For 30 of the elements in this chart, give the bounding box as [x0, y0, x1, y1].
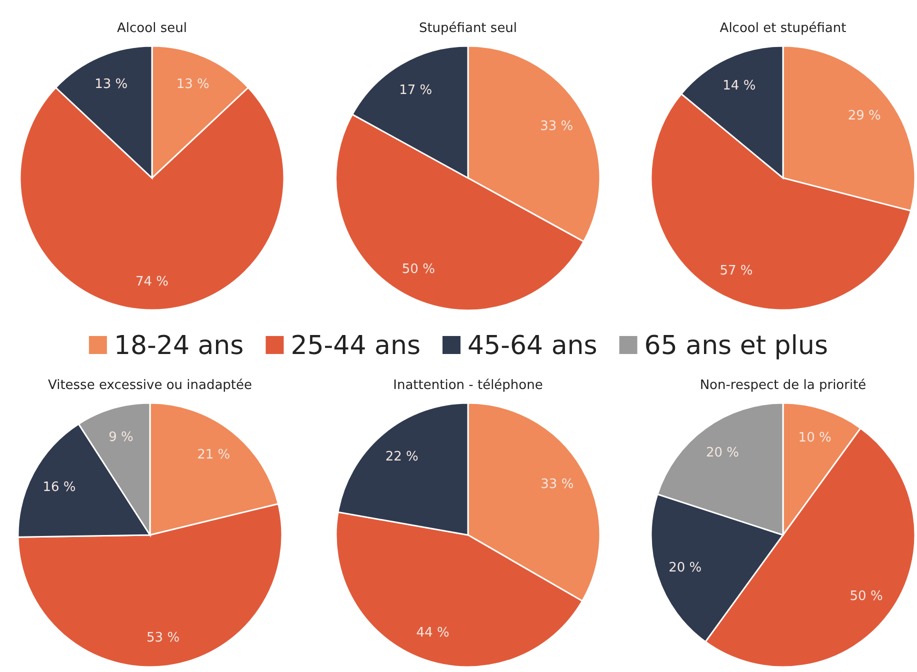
data-label: 74 % — [135, 274, 169, 290]
data-label: 57 % — [720, 263, 753, 278]
data-label: 21 % — [197, 448, 230, 463]
data-label: 16 % — [42, 480, 76, 495]
data-label: 9 % — [108, 430, 134, 445]
data-label: 33 % — [540, 119, 574, 134]
legend-label: 18-24 ans — [114, 331, 244, 362]
data-label: 50 % — [402, 262, 435, 277]
data-label: 14 % — [722, 78, 756, 94]
legend-label: 45-64 ans — [468, 331, 598, 362]
data-label: 53 % — [146, 630, 180, 646]
chart-title: Alcool et stupéfiant — [720, 21, 846, 36]
chart-title: Inattention - téléphone — [393, 378, 543, 393]
data-label: 50 % — [850, 589, 883, 604]
data-label: 44 % — [416, 625, 450, 640]
data-label: 33 % — [540, 477, 574, 492]
chart-title: Alcool seul — [117, 21, 187, 36]
data-label: 13 % — [176, 77, 210, 92]
data-label: 29 % — [848, 108, 881, 124]
data-label: 22 % — [385, 450, 418, 465]
chart-title: Non-respect de la priorité — [700, 378, 866, 393]
data-label: 13 % — [94, 77, 128, 92]
chart-title: Stupéfiant seul — [418, 21, 518, 36]
data-label: 17 % — [399, 82, 432, 98]
data-label: 10 % — [798, 430, 832, 446]
legend-label: 25-44 ans — [290, 331, 420, 362]
text: Vitesse excessive ou inadaptée — [48, 378, 252, 393]
data-label: 20 % — [706, 445, 739, 460]
legend-label: 65 ans et plus — [644, 331, 828, 362]
data-label: 20 % — [668, 560, 702, 576]
